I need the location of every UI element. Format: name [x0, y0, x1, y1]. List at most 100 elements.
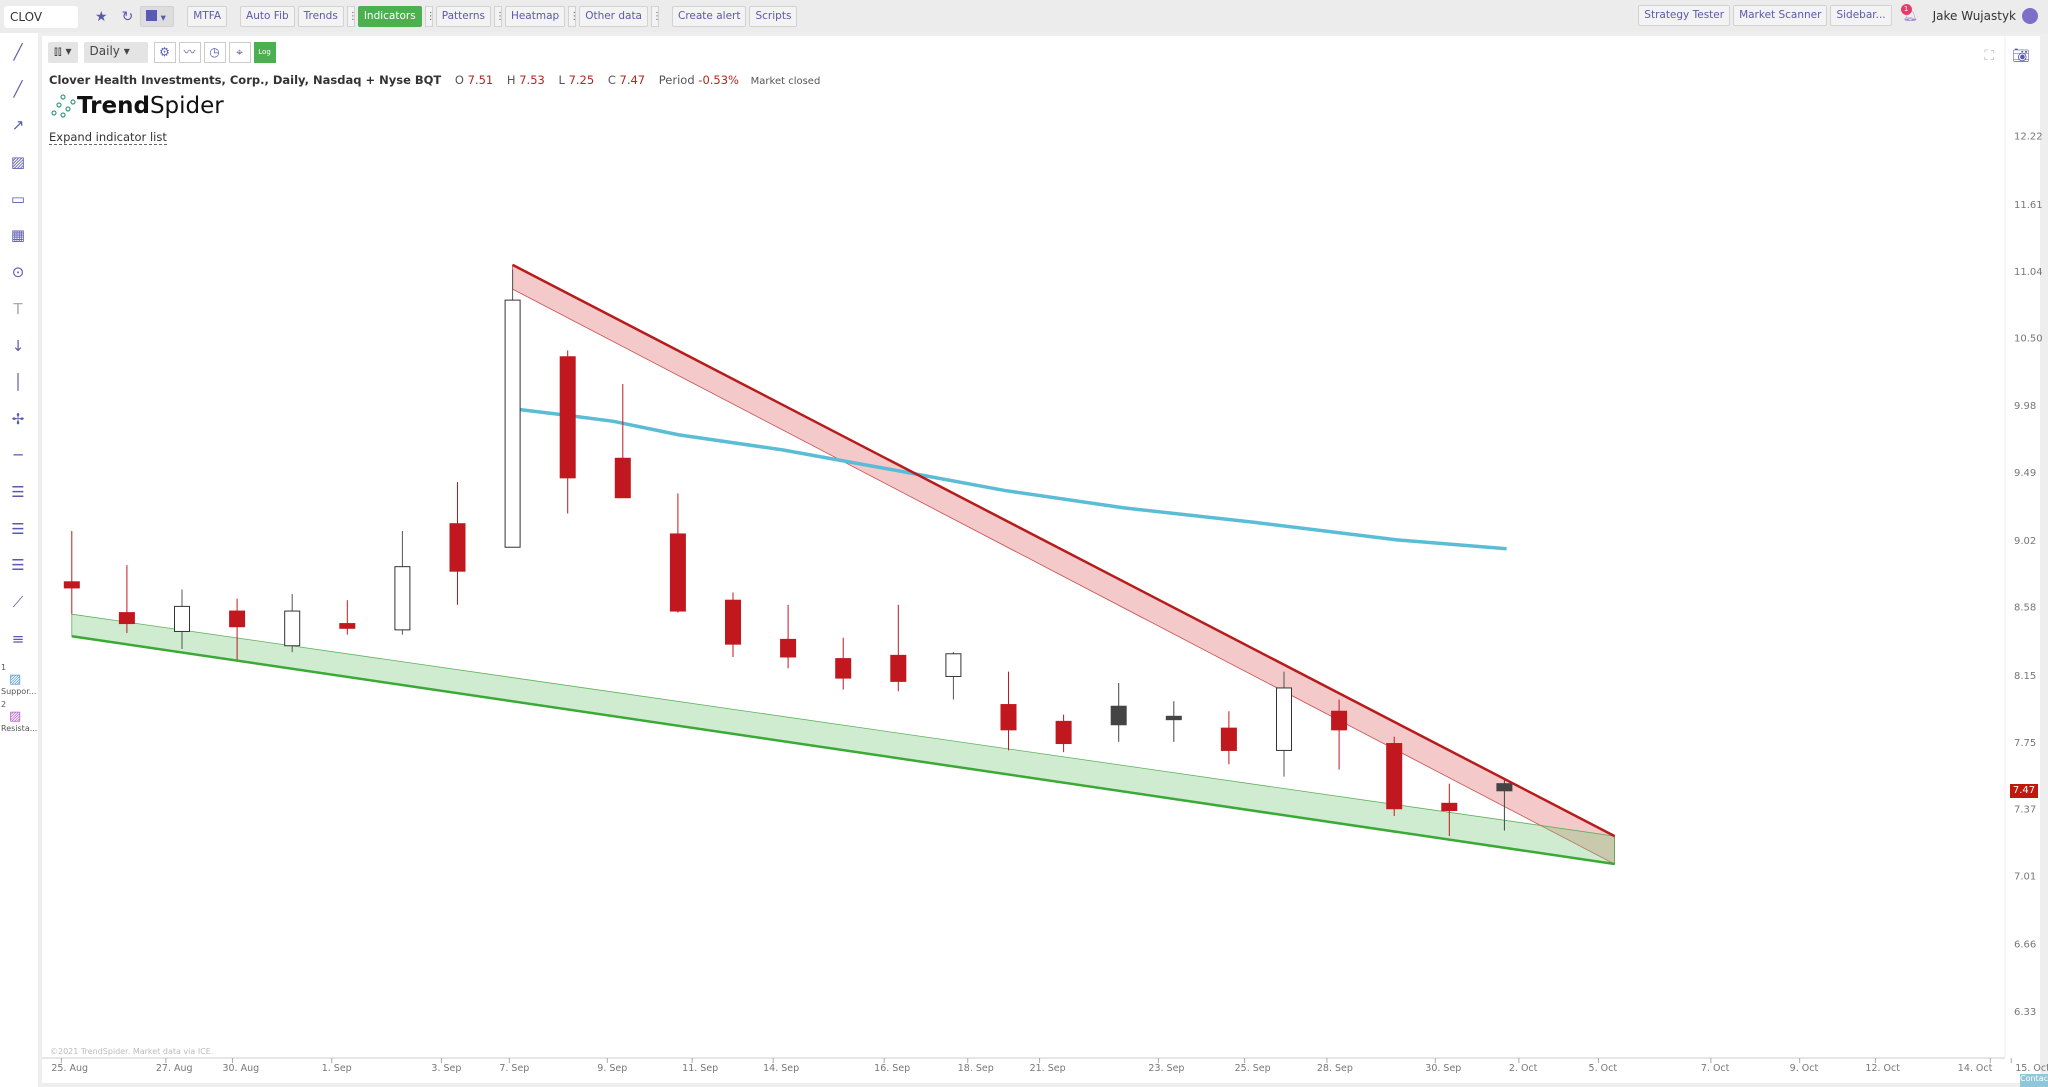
candle-body	[1110, 705, 1127, 726]
indicators-button[interactable]: Indicators	[357, 6, 422, 27]
avatar[interactable]	[2022, 7, 2038, 24]
auto-fib-button[interactable]: Auto Fib	[240, 6, 295, 27]
fib-tool-icon[interactable]: ↗	[11, 116, 25, 134]
range-tool-icon[interactable]: ☰	[11, 556, 25, 574]
other-data-button[interactable]: Other data	[579, 6, 648, 27]
current-price-badge: 7.47	[2010, 784, 2038, 798]
saved-drawing-support[interactable]: 1 ▨ Suppor...	[1, 663, 37, 696]
candle-body	[1496, 783, 1513, 792]
chart-corner-tools: ⛶ 📷︎	[1984, 48, 2030, 64]
channel-tool-icon[interactable]: ▨	[10, 153, 26, 171]
x-tick-label: 18. Sep	[958, 1063, 994, 1074]
market-scanner-button[interactable]: Market Scanner	[1733, 5, 1828, 26]
vertical-line-tool-icon[interactable]: │	[13, 373, 23, 391]
x-tick-label: 3. Sep	[431, 1063, 461, 1074]
x-tick-label: 27. Aug	[156, 1063, 193, 1074]
strategy-tester-button[interactable]: Strategy Tester	[1638, 5, 1731, 26]
filled-rectangle-tool-icon[interactable]: ▦	[10, 226, 26, 244]
indicators-menu-icon[interactable]: ⋮	[424, 6, 436, 27]
symbol-input[interactable]: CLOV	[4, 5, 78, 28]
mtfa-button[interactable]: MTFA	[187, 6, 228, 27]
market-status: Market closed	[750, 76, 821, 87]
candle-body	[780, 638, 797, 658]
top-toolbar: CLOV ★ ↻ ▾ MTFA Auto Fib Trends ⋮ Indica…	[0, 0, 2048, 33]
horizontal-line-tool-icon[interactable]: ─	[13, 446, 23, 464]
clock-icon[interactable]: ◷	[203, 42, 226, 63]
candle-body	[669, 533, 686, 612]
x-tick-label: 9. Sep	[597, 1063, 627, 1074]
candle-body	[835, 658, 852, 679]
other-data-menu-icon[interactable]: ⋮	[651, 6, 662, 27]
trends-menu-icon[interactable]: ⋮	[346, 6, 358, 27]
arrow-down-tool-icon[interactable]: ↓	[11, 337, 25, 355]
fib-levels-tool-icon[interactable]: ☰	[11, 483, 25, 501]
x-tick-label: 9. Oct	[1790, 1063, 1819, 1074]
fib-fan-tool-icon[interactable]: ☰	[11, 520, 25, 538]
saved-drawing-resistance[interactable]: 2 ▨ Resista...	[1, 700, 38, 733]
scripts-button[interactable]: Scripts	[749, 6, 798, 27]
log-scale-toggle[interactable]: Log	[253, 42, 276, 63]
indicator-icon[interactable]: 〰	[178, 42, 201, 63]
volume-profile-tool-icon[interactable]: ≡	[11, 630, 25, 648]
settings-gear-icon[interactable]: ⚙	[153, 42, 176, 63]
x-tick-label: 30. Sep	[1425, 1063, 1461, 1074]
candle-body	[1220, 727, 1237, 751]
pitchfork-tool-icon[interactable]: ✢	[11, 410, 25, 428]
star-icon[interactable]: ★	[95, 8, 108, 25]
support-channel-icon: ▨	[9, 672, 22, 687]
candle-body	[394, 566, 411, 631]
high-value: 7.53	[519, 73, 545, 87]
expand-indicator-list-link[interactable]: Expand indicator list	[49, 130, 167, 145]
symbol-info: Clover Health Investments, Corp., Daily,…	[49, 73, 821, 87]
text-tool-icon[interactable]: T	[13, 300, 23, 318]
rectangle-tool-icon[interactable]: ▭	[10, 190, 26, 208]
x-tick-label: 7. Sep	[499, 1063, 529, 1074]
y-tick-label: 11.04	[2014, 267, 2043, 278]
open-value: 7.51	[467, 73, 494, 87]
candle-body	[339, 623, 356, 629]
circle-tool-icon[interactable]: ⊙	[11, 263, 25, 281]
x-tick-label: 1. Sep	[322, 1063, 352, 1074]
path-tool-icon[interactable]: ⟋	[12, 593, 24, 611]
candle-body	[229, 610, 246, 628]
candle-body	[1386, 743, 1403, 810]
sidebar-button[interactable]: Sidebar...	[1830, 5, 1892, 26]
patterns-menu-icon[interactable]: ⋮	[493, 6, 505, 27]
y-tick-label: 9.98	[2014, 401, 2036, 412]
resistance-trendline	[512, 263, 1616, 838]
x-tick-label: 11. Sep	[682, 1063, 718, 1074]
refresh-icon[interactable]: ↻	[121, 8, 134, 25]
crosshair-icon[interactable]: ⌖	[228, 42, 251, 63]
heatmap-button[interactable]: Heatmap	[504, 6, 566, 27]
y-tick-label: 8.58	[2014, 602, 2036, 613]
trendspider-logo: TrendSpider	[49, 93, 224, 119]
candle-body	[284, 610, 301, 647]
x-tick-label: 2. Oct	[1509, 1063, 1538, 1074]
bell-icon[interactable]: 🔔︎ 1	[1900, 3, 1918, 22]
contact-us-button[interactable]: Contact us	[2020, 1074, 2048, 1087]
user-name[interactable]: Jake Wujastyk	[1932, 8, 2016, 23]
y-tick-label: 12.22	[2014, 132, 2043, 143]
chart-panel[interactable]	[42, 36, 2040, 1083]
camera-icon[interactable]: 📷︎	[2012, 48, 2030, 64]
color-picker[interactable]: ▾	[140, 6, 175, 27]
y-tick-label: 9.02	[2014, 536, 2036, 547]
fullscreen-icon[interactable]: ⛶	[1984, 48, 1995, 64]
trendline-tool-icon[interactable]: ╱	[13, 43, 23, 61]
x-tick-label: 16. Sep	[874, 1063, 910, 1074]
spider-logo-icon	[51, 94, 76, 118]
chart-type-dropdown[interactable]: ⫾⫾ ▾	[48, 42, 78, 63]
candle-body	[1331, 710, 1348, 731]
patterns-button[interactable]: Patterns	[435, 6, 491, 27]
candle-body	[63, 581, 80, 589]
trends-button[interactable]: Trends	[297, 6, 344, 27]
low-value: 7.25	[568, 73, 595, 87]
symbol-title: Clover Health Investments, Corp., Daily,…	[49, 73, 442, 87]
x-tick-label: 23. Sep	[1148, 1063, 1184, 1074]
timeframe-dropdown[interactable]: Daily ▾	[83, 42, 148, 63]
create-alert-button[interactable]: Create alert	[672, 6, 747, 27]
ray-tool-icon[interactable]: ╱	[13, 80, 23, 98]
heatmap-menu-icon[interactable]: ⋮	[568, 6, 579, 27]
x-tick-label: 25. Sep	[1235, 1063, 1271, 1074]
